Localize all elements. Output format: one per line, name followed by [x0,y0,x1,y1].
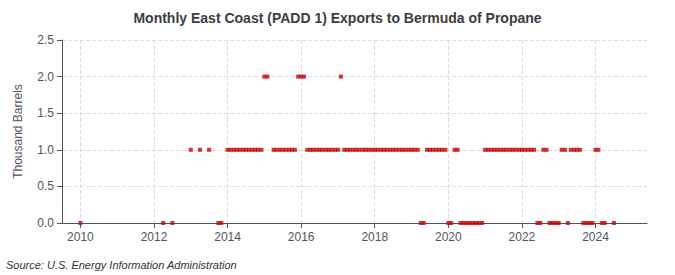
svg-text:1.5: 1.5 [37,106,54,120]
svg-text:2010: 2010 [67,230,94,244]
svg-text:2018: 2018 [361,230,388,244]
svg-text:2.5: 2.5 [37,33,54,47]
svg-text:Thousand Barrels: Thousand Barrels [11,84,25,179]
svg-text:2014: 2014 [214,230,241,244]
svg-text:0.0: 0.0 [37,216,54,230]
svg-text:2.0: 2.0 [37,70,54,84]
svg-text:2024: 2024 [582,230,609,244]
svg-text:Source: U.S. Energy Informatio: Source: U.S. Energy Information Administ… [6,259,237,271]
svg-text:0.5: 0.5 [37,179,54,193]
svg-text:Monthly East Coast (PADD 1) Ex: Monthly East Coast (PADD 1) Exports to B… [133,10,541,26]
svg-text:2022: 2022 [509,230,536,244]
svg-text:2012: 2012 [141,230,168,244]
svg-text:2016: 2016 [288,230,315,244]
svg-text:2020: 2020 [435,230,462,244]
svg-text:1.0: 1.0 [37,143,54,157]
